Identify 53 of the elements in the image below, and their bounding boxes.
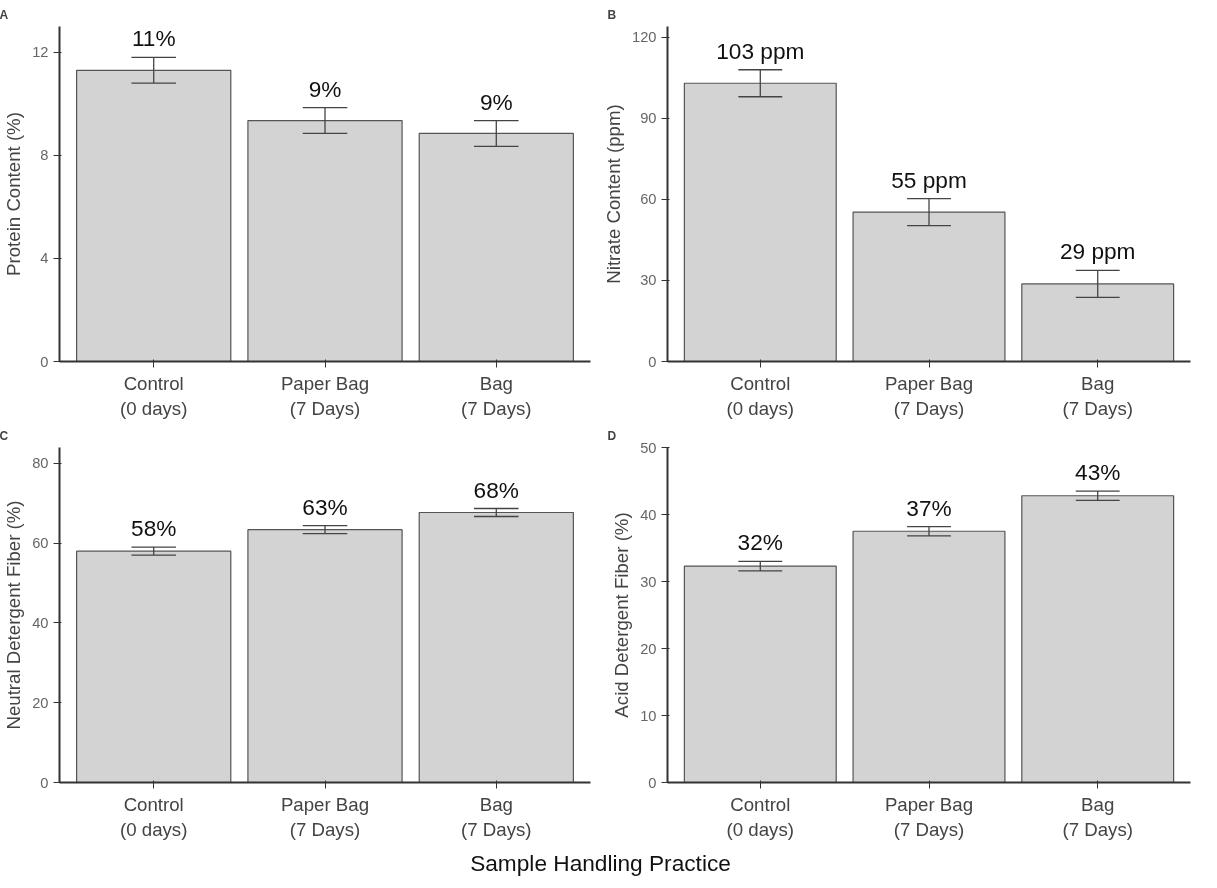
x-tick-label: Paper Bag (7 Days): [884, 793, 974, 840]
y-tick-label: 8: [40, 147, 49, 164]
y-tick-label: 0: [648, 774, 657, 791]
chart-title: A: [0, 7, 9, 22]
y-tick-label: 0: [648, 353, 657, 370]
data-label: 68%: [473, 476, 519, 503]
x-tick-label: Control (0 days): [726, 372, 794, 419]
y-tick-label: 0: [40, 774, 49, 791]
chart-title: C: [0, 428, 9, 443]
data-label: 55 ppm: [891, 166, 967, 193]
y-tick-label: 90: [640, 110, 657, 127]
y-tick-label: 40: [640, 506, 657, 523]
x-tick-label: Bag (7 Days): [461, 372, 532, 419]
x-tick-label: Paper Bag (7 Days): [280, 372, 370, 419]
y-tick-label: 60: [32, 535, 49, 552]
y-tick-label: 10: [640, 707, 657, 724]
x-tick-label: Control (0 days): [120, 372, 188, 419]
y-axis-title: Protein Content (%): [3, 112, 25, 276]
y-tick-label: 0: [40, 353, 49, 370]
y-tick-label: 120: [632, 29, 657, 46]
chart-title: B: [607, 7, 617, 22]
y-tick-label: 80: [32, 455, 49, 472]
data-label: 58%: [131, 515, 177, 542]
y-tick-label: 30: [640, 272, 657, 289]
y-tick-label: 60: [640, 191, 657, 208]
data-label: 103 ppm: [716, 37, 805, 64]
x-tick-label: Control (0 days): [120, 793, 188, 840]
x-tick-label: Control (0 days): [726, 793, 794, 840]
y-tick-label: 30: [640, 573, 657, 590]
y-axis-title: Nitrate Content (ppm): [603, 104, 625, 284]
chart-title: D: [607, 428, 617, 443]
data-label: 9%: [308, 75, 342, 102]
y-tick-label: 40: [32, 614, 49, 631]
y-tick-label: 20: [640, 640, 657, 657]
x-tick-label: Bag (7 Days): [1062, 372, 1133, 419]
x-tick-label: Paper Bag (7 Days): [884, 372, 974, 419]
y-tick-label: 4: [40, 250, 49, 267]
data-label: 11%: [131, 25, 176, 52]
data-label: 43%: [1075, 459, 1121, 486]
y-tick-label: 20: [32, 694, 49, 711]
data-label: 29 ppm: [1059, 238, 1136, 265]
data-label: 63%: [302, 493, 348, 520]
text: Sample Handling Practice: [470, 849, 731, 876]
data-label: 37%: [906, 494, 952, 521]
y-tick-label: 50: [640, 439, 657, 456]
data-label: 9%: [479, 88, 513, 115]
x-tick-label: Bag (7 Days): [1062, 793, 1133, 840]
y-axis-title: Acid Detergent Fiber (%): [611, 512, 633, 718]
y-axis-title: Neutral Detergent Fiber (%): [3, 500, 25, 730]
y-tick-label: 12: [32, 44, 49, 61]
x-tick-label: Paper Bag (7 Days): [280, 793, 370, 840]
x-tick-label: Bag (7 Days): [461, 793, 532, 840]
data-label: 32%: [737, 529, 783, 556]
